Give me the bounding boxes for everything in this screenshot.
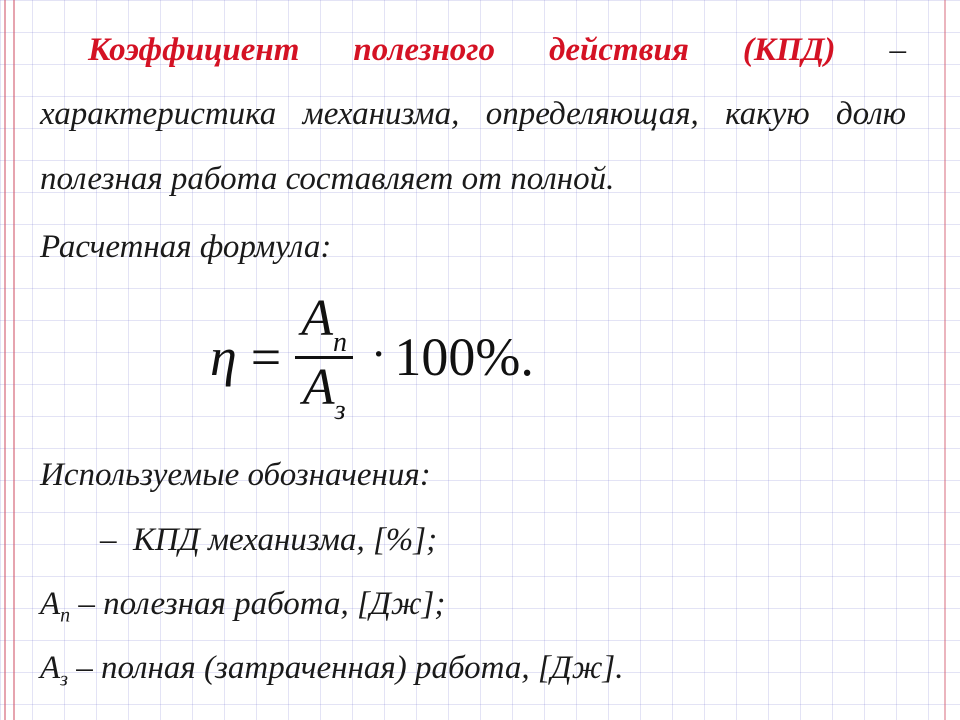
def-az-dash: – bbox=[68, 650, 101, 686]
formula-fraction: Aп Aз bbox=[295, 293, 353, 421]
formula: η = Aп Aз · 100%. bbox=[210, 293, 906, 421]
notation-heading: Используемые обозначения: bbox=[40, 443, 906, 507]
def-eta-text: КПД механизма, [%]; bbox=[133, 522, 437, 558]
def-az-text: полная (затраченная) работа, [Дж]. bbox=[101, 650, 624, 686]
formula-label: Расчетная формула: bbox=[40, 215, 906, 279]
def-eta: – КПД механизма, [%]; bbox=[40, 508, 906, 572]
den-symbol: A bbox=[303, 359, 335, 416]
def-az-sub: з bbox=[60, 669, 68, 691]
def-eta-dash: – bbox=[100, 522, 117, 558]
definition-paragraph: Коэффициент полезного действия (КПД) – х… bbox=[40, 18, 906, 211]
def-ap-dash: – bbox=[70, 586, 103, 622]
term-kpd: Коэффициент полезного действия (КПД) bbox=[88, 32, 835, 68]
def-sep: – bbox=[835, 32, 906, 68]
formula-period: . bbox=[520, 326, 534, 388]
def-az-symbol: A bbox=[40, 650, 60, 686]
num-sub: п bbox=[333, 327, 347, 358]
formula-100pct: 100% bbox=[394, 326, 520, 388]
fraction-numerator: Aп bbox=[295, 293, 353, 352]
num-symbol: A bbox=[301, 290, 333, 347]
def-ap-symbol: A bbox=[40, 586, 60, 622]
formula-dot: · bbox=[371, 327, 386, 380]
def-ap-sub: п bbox=[60, 604, 70, 626]
def-ap: Aп – полезная работа, [Дж]; bbox=[40, 572, 906, 636]
def-az: Aз – полная (затраченная) работа, [Дж]. bbox=[40, 636, 906, 700]
def-ap-text: полезная работа, [Дж]; bbox=[103, 586, 445, 622]
formula-lhs: η bbox=[210, 326, 237, 388]
formula-eq: = bbox=[251, 326, 281, 388]
definition-text: характеристика механизма, определяющая, … bbox=[40, 96, 906, 196]
den-sub: з bbox=[335, 395, 346, 426]
page-content: Коэффициент полезного действия (КПД) – х… bbox=[0, 0, 960, 719]
fraction-denominator: Aз bbox=[297, 362, 352, 421]
